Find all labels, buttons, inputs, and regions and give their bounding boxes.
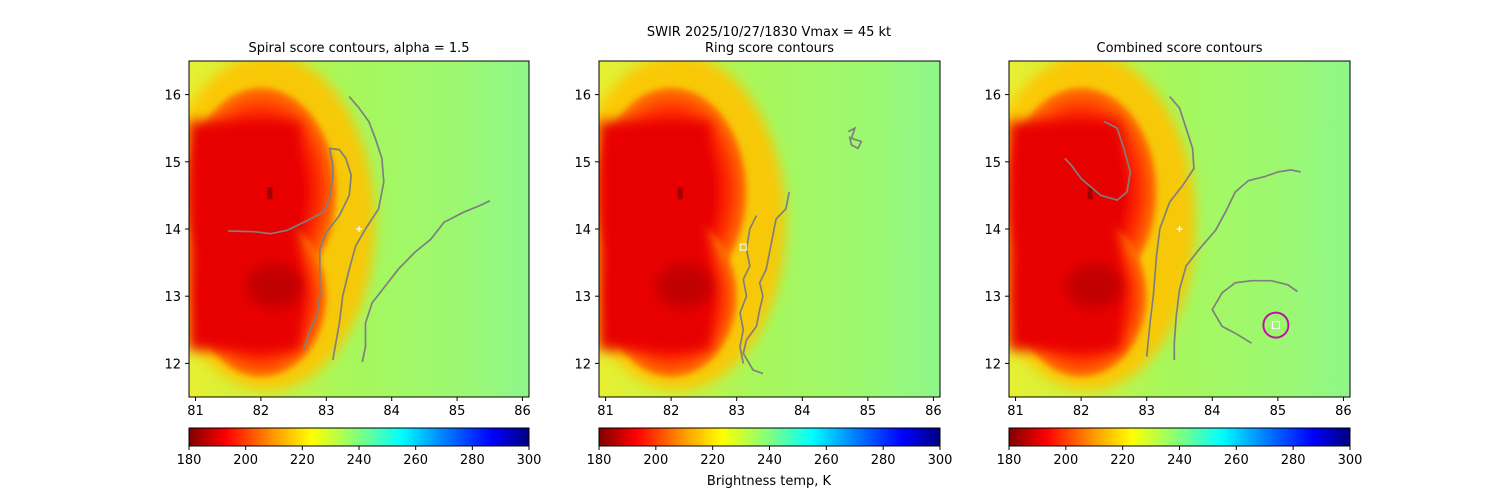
chart-panel-2: Ring score contours 81 82 83 84 85 86 12 13 14 15 1… [574,41,953,468]
score-contour [1211,279,1298,344]
x-tick-label: 83 [728,404,745,419]
brightness-temperature-image [1009,61,1350,397]
cold-cloud-core [189,121,301,350]
x-tick-label: 85 [1270,404,1287,419]
colorbar-tick-label: 240 [1167,453,1192,468]
colorbar-tick-label: 180 [587,453,612,468]
contour-group [1064,96,1301,360]
y-tick-label: 16 [164,89,181,104]
y-tick-label: 14 [164,223,181,238]
y-tick-label: 13 [164,290,181,305]
x-tick-label: 86 [925,404,942,419]
cold-pixel [267,187,273,200]
colorbar: 180 200 220 240 260 280 300 [177,427,542,468]
x-tick-label: 82 [253,404,270,419]
score-contour [1145,96,1195,357]
chart-panel-3: Combined score contours 81 82 83 84 85 86 12 13 1… [984,41,1363,468]
chart-title: Ring score contours [705,41,834,56]
colorbar-tick-label: 260 [814,453,839,468]
coldest-core [246,264,302,309]
colorbar-tick-label: 260 [403,453,428,468]
score-contour [1064,120,1132,202]
y-tick-label: 15 [164,156,181,171]
best-estimate-square-marker [1271,321,1280,330]
brightness-temperature-image [189,61,529,397]
x-tick-label: 81 [187,404,204,419]
y-tick-label: 13 [574,290,591,305]
chart-title: Combined score contours [1097,41,1263,56]
y-tick-label: 16 [984,89,1001,104]
y-tick-label: 14 [984,223,1001,238]
x-tick-label: 82 [663,404,680,419]
colorbar-label: Brightness temp, K [707,474,832,489]
colorbar: 180 200 220 240 260 280 300 [997,427,1363,468]
center-square-marker [739,243,747,251]
colorbar-tick-label: 200 [643,453,668,468]
colorbar-tick-label: 220 [290,453,315,468]
colorbar-tick-label: 220 [1110,453,1135,468]
cold-cloud-core [599,121,711,350]
y-tick-label: 12 [984,357,1001,372]
score-contour [331,96,385,361]
cold-pixel [1087,187,1093,200]
chart-panel-1: Spiral score contours, alpha = 1.5 81 82 83… [164,41,542,468]
score-contour [1173,169,1301,360]
colorbar-tick-label: 240 [347,453,372,468]
score-contour [228,147,353,351]
colorbar-tick-label: 300 [517,453,542,468]
colorbar-tick-label: 260 [1224,453,1249,468]
colorbar-tick-label: 240 [757,453,782,468]
cold-cloud-core [1009,121,1121,350]
x-tick-label: 86 [514,404,531,419]
colorbar-tick-label: 280 [1281,453,1306,468]
colorbar-tick-label: 280 [871,453,896,468]
x-tick-label: 84 [794,404,811,419]
x-tick-label: 84 [383,404,400,419]
colorbar-tick-label: 180 [997,453,1022,468]
colorbar-tick-label: 300 [1338,453,1363,468]
colorbar: 180 200 220 240 260 280 300 [587,427,953,468]
score-contour [847,126,863,150]
cold-pixel [677,187,683,200]
y-tick-label: 15 [984,156,1001,171]
score-contour [742,191,791,375]
colorbar-tick-label: 200 [233,453,258,468]
chart-title: Spiral score contours, alpha = 1.5 [248,41,469,56]
x-tick-label: 81 [1007,404,1024,419]
contour-group [228,96,491,363]
colorbar-tick-label: 300 [928,453,953,468]
coldest-core [656,264,713,309]
colorbar-tick-label: 200 [1053,453,1078,468]
score-contour [739,215,758,364]
x-tick-label: 82 [1073,404,1090,419]
brightness-temperature-image [599,61,940,397]
y-tick-label: 12 [164,357,181,372]
best-estimate-circle [1262,311,1290,339]
coldest-core [1066,264,1123,309]
colorbar-tick-label: 280 [460,453,485,468]
colorbar-gradient [1008,427,1351,447]
y-tick-label: 16 [574,89,591,104]
score-contour [361,200,491,363]
y-tick-label: 15 [574,156,591,171]
x-tick-label: 83 [318,404,335,419]
colorbar-tick-label: 220 [700,453,725,468]
contour-group [739,126,863,375]
center-plus-marker [356,226,362,232]
center-plus-marker [1176,226,1183,232]
y-tick-label: 12 [574,357,591,372]
y-tick-label: 14 [574,223,591,238]
x-tick-label: 83 [1138,404,1155,419]
x-tick-label: 86 [1335,404,1352,419]
x-tick-label: 84 [1204,404,1221,419]
x-tick-label: 85 [449,404,466,419]
y-tick-label: 13 [984,290,1001,305]
colorbar-gradient [598,427,941,447]
colorbar-tick-label: 180 [177,453,202,468]
figure-suptitle: SWIR 2025/10/27/1830 Vmax = 45 kt [647,25,891,40]
x-tick-label: 81 [597,404,614,419]
x-tick-label: 85 [860,404,877,419]
colorbar-gradient [188,427,530,447]
